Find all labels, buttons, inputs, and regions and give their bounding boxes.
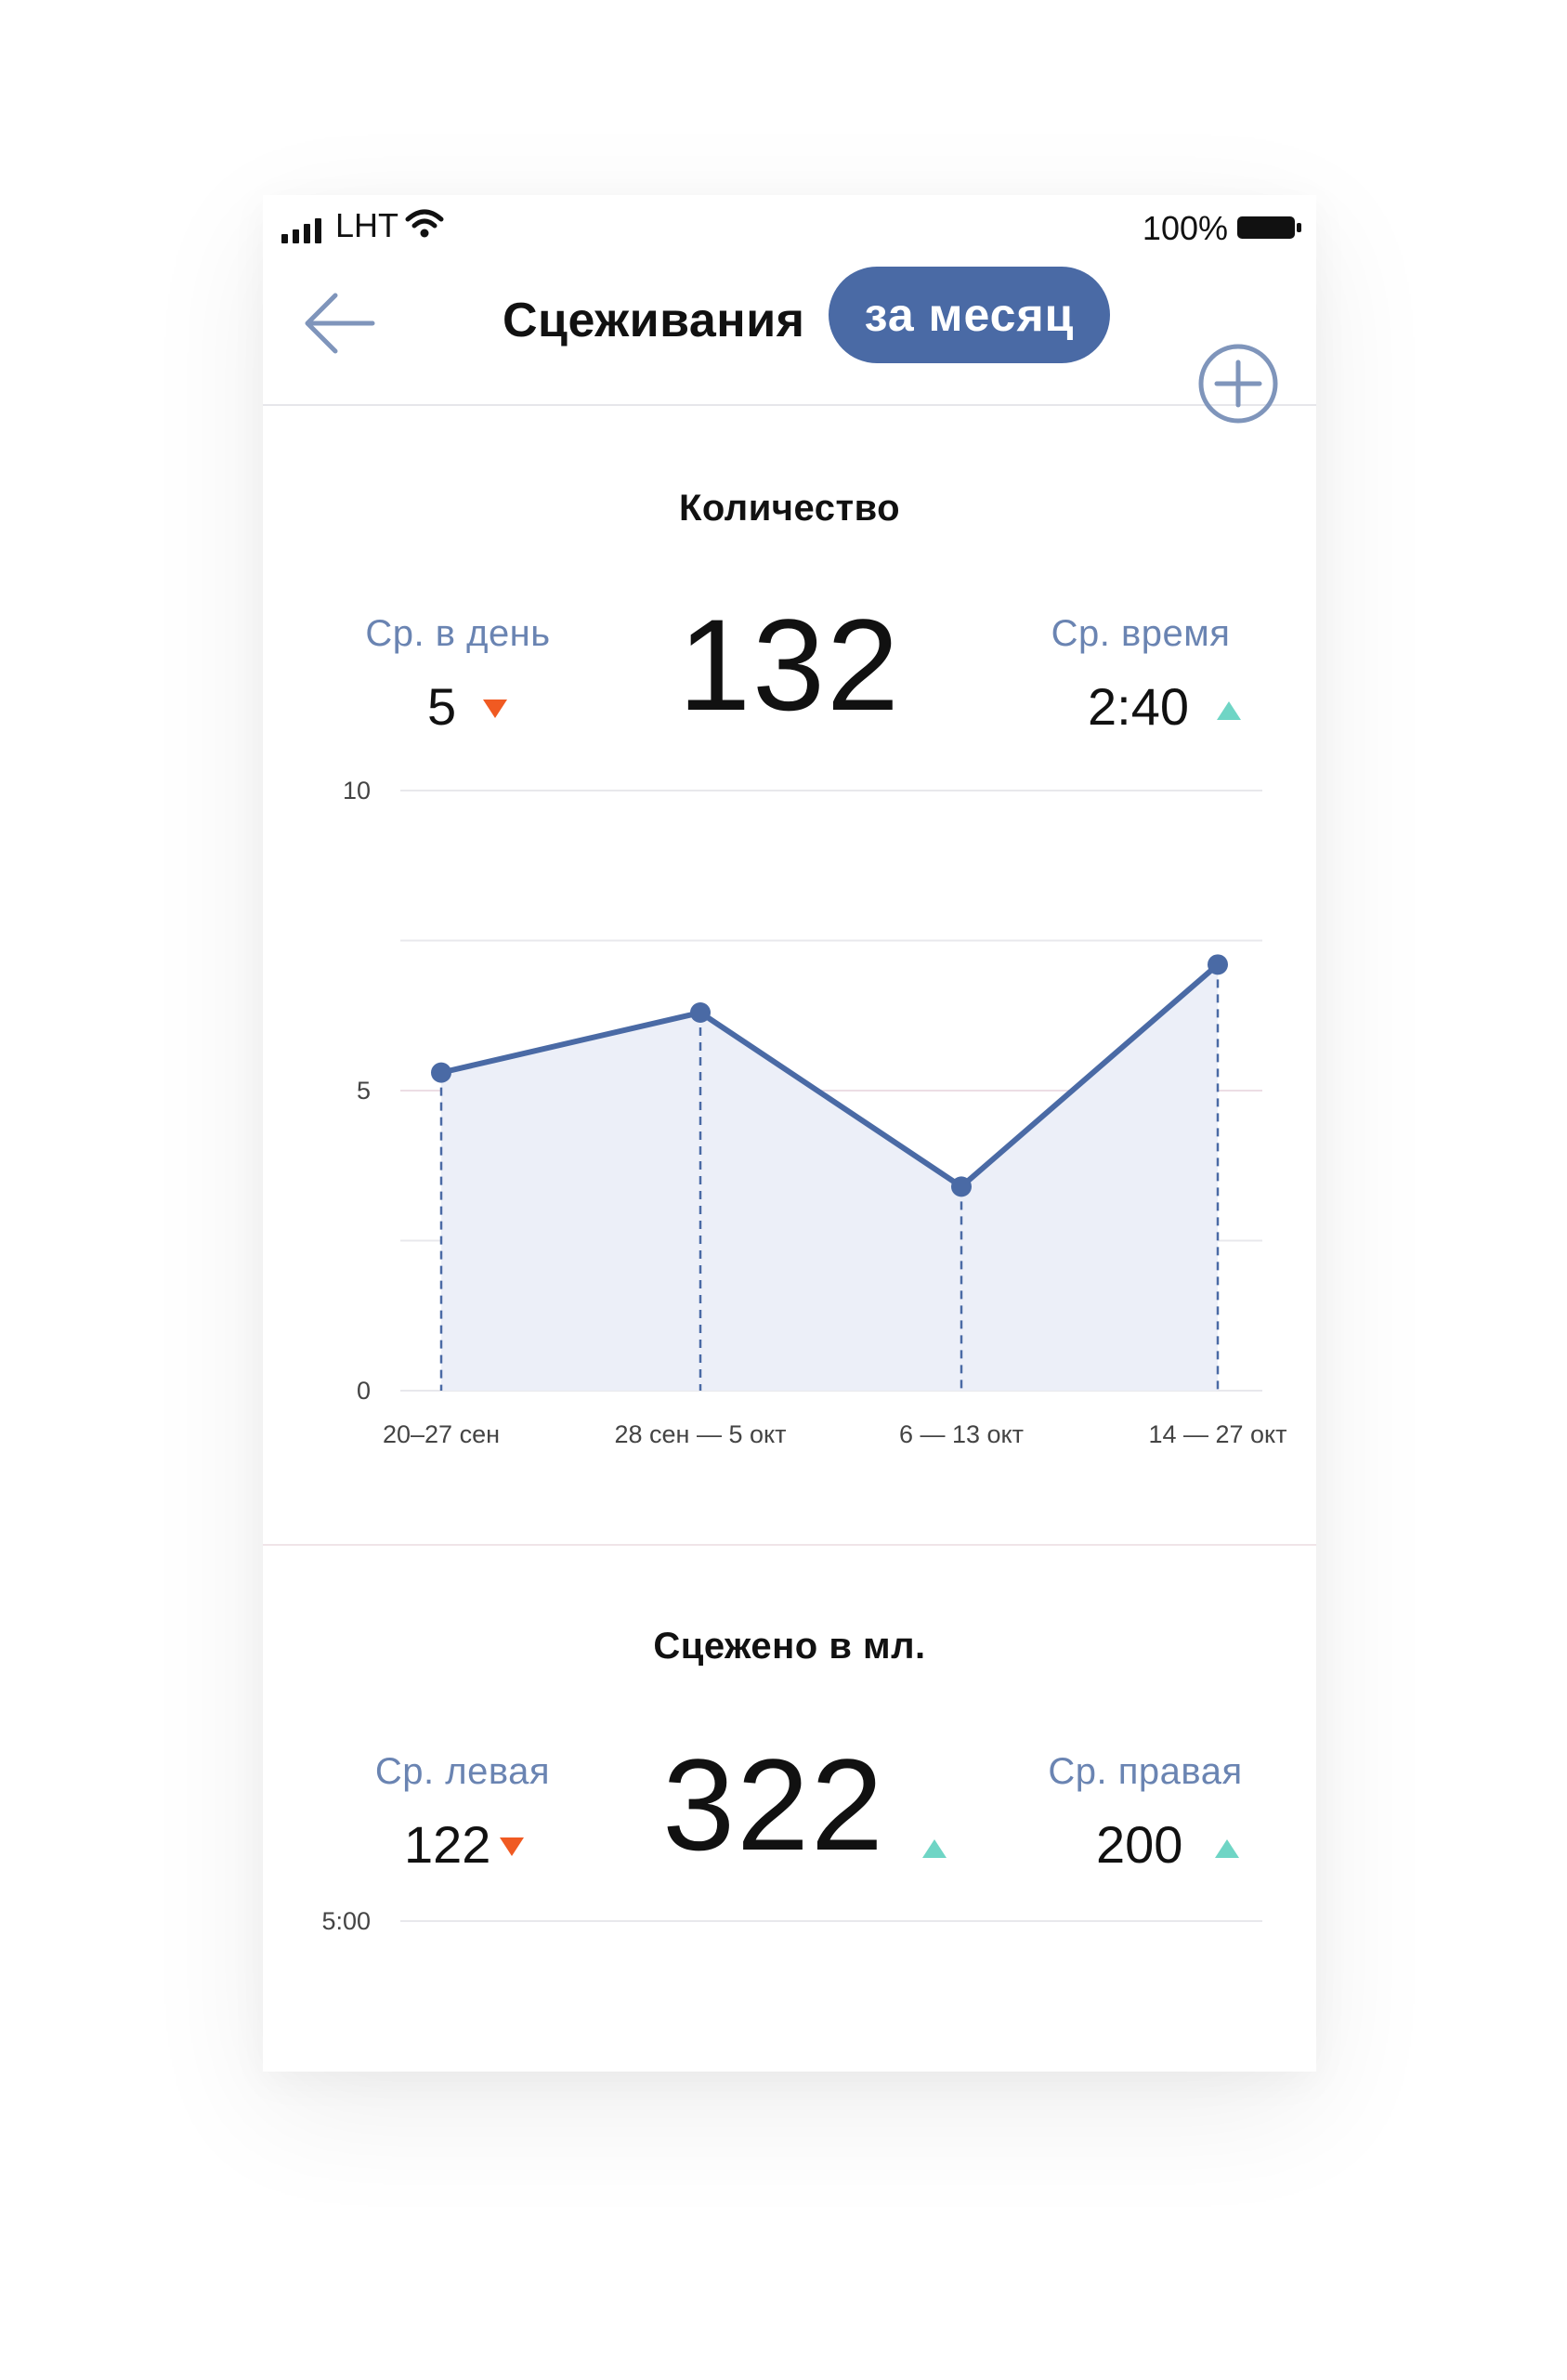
trend-up-icon (1217, 701, 1241, 720)
volume-chart: 5:00 (321, 1907, 1262, 1935)
nav-bar: Сцеживания (263, 260, 1316, 424)
plus-circle-icon[interactable] (1196, 342, 1280, 425)
avg-left-label: Ср. левая (374, 1751, 551, 1792)
period-selector-button[interactable]: за месяц (829, 267, 1110, 363)
y-tick-label: 0 (357, 1377, 371, 1405)
x-tick-label: 6 — 13 окт (899, 1420, 1024, 1448)
x-tick-label: 20–27 сен (383, 1420, 500, 1448)
trend-up-icon (1215, 1839, 1239, 1858)
count-line-chart: 0 5 10 20–27 сен 28 сен — 5 окт 6 — 13 окт 14 … (343, 777, 1287, 1448)
y-tick-label: 5 (357, 1077, 371, 1105)
count-section-title: Количество (678, 488, 901, 529)
carrier-name: LHT (335, 206, 399, 244)
page-title: Сцеживания (503, 294, 805, 347)
battery-percent: 100% (1142, 209, 1228, 247)
data-point (431, 1062, 451, 1083)
wifi-icon (405, 209, 444, 238)
series-line (440, 962, 1220, 1190)
signal-strength-icon (281, 216, 321, 243)
avg-time-label: Ср. время (1051, 613, 1231, 654)
avg-per-day-value: 5 (427, 677, 457, 736)
y-tick-label: 5:00 (321, 1907, 371, 1935)
section-divider (263, 1544, 1316, 1546)
x-tick-label: 14 — 27 окт (1148, 1420, 1286, 1448)
avg-right-label: Ср. правая (1048, 1751, 1243, 1792)
battery-icon (1237, 216, 1301, 239)
y-tick-label: 10 (343, 777, 371, 804)
trend-up-icon (922, 1839, 947, 1858)
data-point (1208, 954, 1228, 975)
volume-section-title: Сцежено в мл. (653, 1626, 926, 1667)
data-point (690, 1002, 711, 1024)
volume-total: 322 (662, 1732, 885, 1877)
avg-right-value: 200 (1096, 1815, 1183, 1874)
avg-time-value: 2:40 (1088, 677, 1189, 736)
avg-per-day-label: Ср. в день (365, 613, 551, 654)
avg-left-value: 122 (404, 1815, 491, 1874)
series-area (441, 964, 1218, 1391)
phone-screen: LHT 100% Сцеживания за месяц Количество … (263, 195, 1316, 2072)
trend-down-icon (483, 700, 507, 718)
trend-down-icon (500, 1837, 524, 1856)
data-point (951, 1176, 972, 1197)
status-bar: LHT 100% (263, 195, 1316, 260)
arrow-left-icon[interactable] (298, 286, 378, 360)
count-total: 132 (678, 592, 901, 738)
x-tick-label: 28 сен — 5 окт (615, 1420, 787, 1448)
